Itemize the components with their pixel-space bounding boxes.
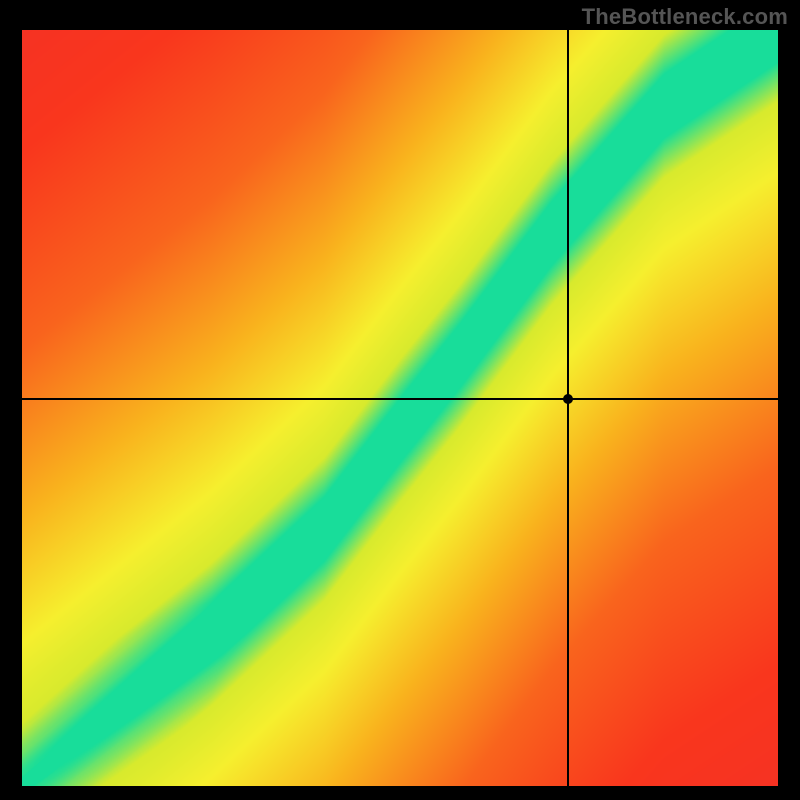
crosshair-vertical (567, 30, 569, 786)
crosshair-dot (563, 394, 573, 404)
crosshair-horizontal (22, 398, 778, 400)
chart-container: TheBottleneck.com (0, 0, 800, 800)
plot-area (22, 30, 778, 786)
watermark-text: TheBottleneck.com (582, 4, 788, 30)
heatmap-canvas (22, 30, 778, 786)
